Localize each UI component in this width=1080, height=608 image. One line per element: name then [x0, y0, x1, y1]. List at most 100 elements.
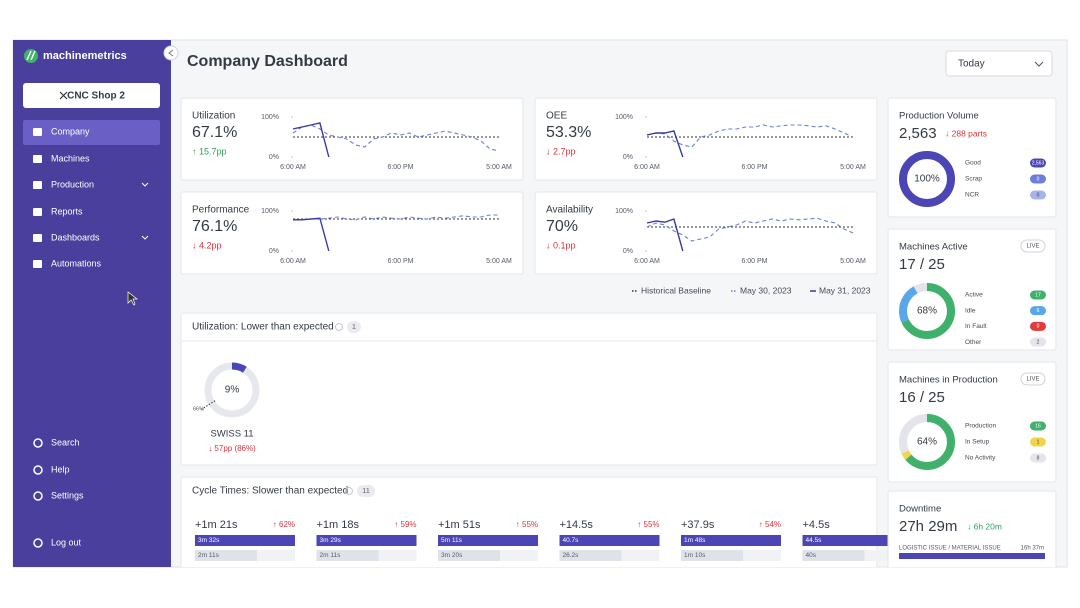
- section-title: Utilization: Lower than expected: [192, 322, 334, 333]
- nav-item[interactable]: Log out: [51, 537, 82, 547]
- nav-icon: [33, 538, 43, 548]
- machine-delta: ↓ 57pp (86%): [208, 444, 256, 453]
- card-value: 17 / 25: [899, 256, 945, 273]
- nav-icon: [33, 465, 43, 475]
- shop-button-label[interactable]: CNC Shop 2: [67, 91, 125, 102]
- count-badge-label: 11: [362, 486, 370, 495]
- shop-button[interactable]: [23, 83, 160, 108]
- legend-label: Idle: [965, 307, 976, 314]
- collapse-button[interactable]: [163, 45, 179, 61]
- machine-name[interactable]: SWISS 11: [210, 429, 253, 440]
- donut-center-label: 9%: [225, 385, 240, 396]
- expected-time: 3m 20s: [441, 552, 463, 559]
- count-badge-label: 16: [1035, 423, 1041, 429]
- current-time: 44.5s: [806, 537, 823, 544]
- nav-item[interactable]: Automations: [51, 258, 102, 268]
- cycle-delta: +1m 21s: [195, 519, 238, 531]
- cycle-delta: +37.9s: [681, 519, 715, 531]
- sparkline-may30: [292, 124, 500, 152]
- donut-segment: [899, 151, 955, 207]
- nav-item[interactable]: Production: [51, 179, 94, 189]
- nav-item[interactable]: Dashboards: [51, 232, 100, 242]
- info-icon: [335, 323, 343, 331]
- card-title: Machines Active: [899, 242, 968, 253]
- nav-item[interactable]: Machines: [51, 153, 90, 163]
- legend-label: Production: [965, 423, 996, 430]
- reason-value: 16h 37m: [1021, 546, 1044, 552]
- nav-item[interactable]: Settings: [51, 490, 84, 500]
- nav-icon: [33, 181, 42, 189]
- live-badge: [1020, 239, 1046, 253]
- legend-label: Active: [965, 292, 983, 299]
- chevron: [141, 182, 149, 187]
- kpi-label: OEE: [546, 111, 567, 122]
- kpi-delta: ↓ 0.1pp: [546, 240, 576, 250]
- kpi-delta: ↓ 2.7pp: [546, 146, 576, 156]
- kpi-label: Availability: [546, 205, 593, 216]
- donut-segment: [899, 414, 955, 470]
- current-bar: [316, 535, 417, 546]
- expected-bar: [316, 550, 379, 561]
- nav-item[interactable]: Company: [51, 126, 90, 136]
- x-tick-label: 5:00 AM: [840, 258, 866, 265]
- current-time: 1m 48s: [684, 537, 706, 544]
- legend-label: Good: [965, 160, 981, 167]
- card: [887, 361, 1057, 483]
- count-badge-label: 2: [1037, 339, 1040, 345]
- count-badge-label: 2,563: [1032, 160, 1045, 166]
- nav-icon: [33, 128, 42, 136]
- y-tick-label: 100%: [261, 208, 279, 215]
- count-badge-label: 0: [1037, 324, 1040, 330]
- sparkline-may30: [646, 217, 854, 242]
- collapse-icon: [168, 49, 174, 57]
- expected-time: 2m 11s: [198, 552, 220, 559]
- legend-label: May 31, 2023: [819, 285, 871, 295]
- nav-icon: [33, 155, 42, 163]
- nav-item[interactable]: Search: [51, 437, 80, 447]
- kpi-delta: ↑ 15.7pp: [192, 146, 227, 156]
- expected-bar: [195, 550, 257, 561]
- x-tick-label: 6:00 AM: [280, 258, 306, 265]
- count-badge-label: 0: [1037, 192, 1040, 198]
- baseline-marker: [199, 400, 216, 411]
- count-badge-label: 17: [1035, 292, 1041, 298]
- expected-bar: [802, 550, 865, 561]
- card: [180, 97, 524, 181]
- card-value: 16 / 25: [899, 389, 945, 406]
- range-select-value[interactable]: Today: [958, 59, 985, 70]
- sparkline-may30: [646, 124, 854, 148]
- card-title: Downtime: [899, 504, 941, 515]
- x-tick-label: 6:00 PM: [387, 164, 413, 171]
- y-tick-label: 100%: [261, 114, 279, 121]
- expected-bar: [681, 550, 743, 561]
- card: [887, 228, 1057, 351]
- card-value: 2,563: [899, 125, 937, 142]
- app: machinemetrics CNC Shop 2 Company Machines P…: [13, 40, 1057, 567]
- count-badge-label: 1: [352, 322, 356, 331]
- nav-icon: [33, 260, 42, 268]
- current-bar: [195, 535, 295, 546]
- y-tick-label: 100%: [615, 114, 633, 121]
- count-badge: [357, 485, 375, 497]
- range-select[interactable]: [945, 50, 1053, 77]
- nav-item[interactable]: Help: [51, 464, 70, 474]
- x-tick-label: 5:00 AM: [486, 164, 512, 171]
- x-tick-label: 6:00 AM: [280, 164, 306, 171]
- card: [180, 191, 524, 275]
- kpi-label: Performance: [192, 205, 250, 216]
- card-delta: ↓ 6h 20m: [967, 521, 1002, 531]
- count-badge: [1030, 437, 1046, 447]
- legend-label: Other: [965, 339, 982, 346]
- count-badge: [1030, 421, 1046, 431]
- sparkline-may31: [292, 122, 330, 158]
- legend-label: In Setup: [965, 439, 990, 446]
- nav-item[interactable]: Reports: [51, 206, 83, 216]
- kpi-value: 70%: [546, 218, 578, 235]
- sidebar: [13, 40, 171, 567]
- live-badge: [1020, 372, 1046, 386]
- x-tick-label: 6:00 PM: [387, 258, 413, 265]
- cycle-delta: +1m 51s: [438, 519, 481, 531]
- card: [887, 97, 1057, 218]
- card-title: Production Volume: [899, 111, 979, 122]
- expected-time: 40s: [806, 552, 817, 559]
